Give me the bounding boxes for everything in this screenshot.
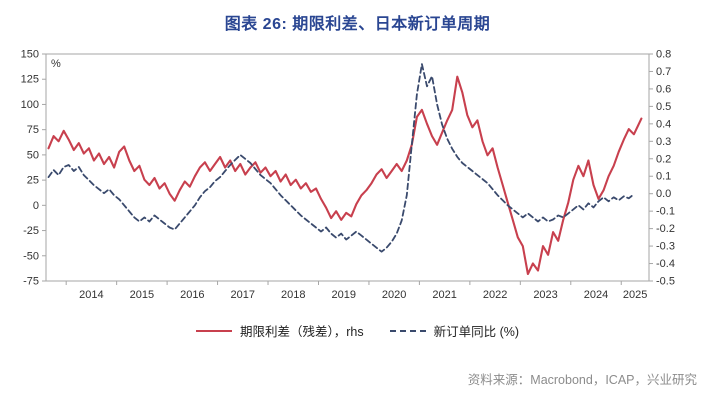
- svg-text:2021: 2021: [432, 289, 456, 301]
- term-spread-line-swatch: [195, 329, 232, 332]
- svg-text:100: 100: [21, 99, 39, 111]
- svg-text:-0.3: -0.3: [656, 241, 675, 253]
- svg-text:0.4: 0.4: [656, 118, 671, 130]
- svg-text:2016: 2016: [180, 289, 204, 301]
- svg-text:0.7: 0.7: [656, 66, 671, 78]
- svg-text:-0.1: -0.1: [656, 206, 675, 218]
- svg-text:-25: -25: [23, 225, 39, 237]
- legend-item-term-spread: 期限利差（残差），rhs: [195, 321, 364, 340]
- svg-text:50: 50: [27, 149, 39, 161]
- svg-text:2023: 2023: [533, 289, 557, 301]
- svg-text:2015: 2015: [130, 289, 154, 301]
- legend-label-new-orders: 新订单同比 (%): [433, 325, 520, 339]
- svg-text:0.0: 0.0: [656, 188, 671, 200]
- svg-text:2022: 2022: [483, 289, 507, 301]
- svg-text:0.6: 0.6: [656, 83, 671, 95]
- svg-text:2017: 2017: [231, 289, 255, 301]
- chart-area: -75 -50 -25 0 25 50 75 100 125 150 -0.5 -0.4 -0.3 -0.…: [0, 34, 715, 319]
- svg-text:0.1: 0.1: [656, 171, 671, 183]
- svg-text:0.2: 0.2: [656, 153, 671, 165]
- legend-item-new-orders: 新订单同比 (%): [389, 321, 520, 340]
- svg-text:2024: 2024: [584, 289, 608, 301]
- svg-text:-0.5: -0.5: [656, 276, 675, 288]
- svg-text:25: 25: [27, 175, 39, 187]
- legend-label-term-spread: 期限利差（残差），rhs: [239, 325, 364, 339]
- svg-text:-50: -50: [23, 250, 39, 262]
- chart-svg: -75 -50 -25 0 25 50 75 100 125 150 -0.5 -0.4 -0.3 -0.…: [21, 49, 675, 302]
- source-note: 资料来源：Macrobond，ICAP，兴业研究: [467, 373, 697, 387]
- svg-text:0: 0: [33, 200, 39, 212]
- svg-text:125: 125: [21, 74, 39, 86]
- new-orders-line-swatch: [389, 329, 426, 332]
- chart-legend: 期限利差（残差），rhs 新订单同比 (%): [0, 321, 715, 340]
- svg-text:-0.2: -0.2: [656, 223, 675, 235]
- svg-text:-75: -75: [23, 276, 39, 288]
- svg-text:2019: 2019: [331, 289, 355, 301]
- svg-text:150: 150: [21, 49, 39, 61]
- svg-text:%: %: [51, 58, 61, 70]
- svg-text:-0.4: -0.4: [656, 258, 675, 270]
- svg-text:2020: 2020: [382, 289, 406, 301]
- svg-text:2018: 2018: [281, 289, 305, 301]
- svg-text:0.5: 0.5: [656, 101, 671, 113]
- svg-text:2014: 2014: [79, 289, 103, 301]
- svg-text:0.8: 0.8: [656, 49, 671, 61]
- svg-text:2025: 2025: [623, 289, 647, 301]
- svg-text:0.3: 0.3: [656, 136, 671, 148]
- svg-text:75: 75: [27, 124, 39, 136]
- chart-title: 图表 26: 期限利差、日本新订单周期: [224, 16, 491, 33]
